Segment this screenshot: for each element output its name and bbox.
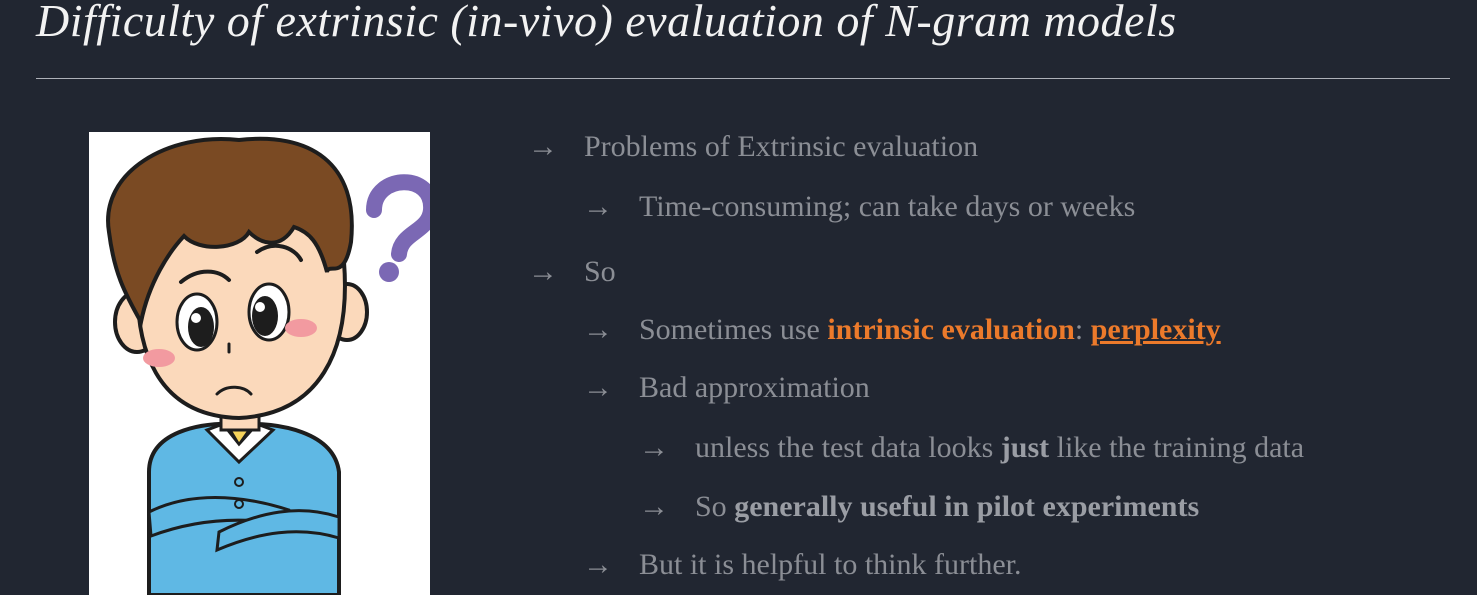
intrinsic-evaluation-highlight: intrinsic evaluation	[827, 313, 1075, 346]
bullet-intrinsic: → Sometimes use intrinsic evaluation: per…	[583, 313, 1221, 346]
arrow-icon: →	[528, 255, 558, 288]
arrow-icon: →	[583, 548, 613, 581]
slide-title: Difficulty of extrinsic (in-vivo) evalua…	[36, 0, 1177, 46]
bullet-so: → So	[528, 255, 616, 288]
arrow-icon: →	[639, 490, 669, 523]
arrow-icon: →	[583, 371, 613, 404]
arrow-icon: →	[639, 431, 669, 464]
bullet-helpful: → But it is helpful to think further.	[583, 548, 1022, 581]
confused-boy-illustration	[89, 132, 430, 595]
perplexity-link[interactable]: perplexity	[1090, 313, 1221, 346]
bullet-problems: → Problems of Extrinsic evaluation	[528, 130, 979, 163]
bullet-pilot: → So generally useful in pilot experiment…	[639, 490, 1200, 523]
bullet-unless: → unless the test data looks just like th…	[639, 431, 1305, 464]
arrow-icon: →	[583, 313, 613, 346]
bullet-bad-approximation: → Bad approximation	[583, 371, 870, 404]
title-divider	[36, 78, 1450, 79]
bullet-time-consuming: → Time-consuming; can take days or weeks	[583, 190, 1136, 223]
arrow-icon: →	[528, 130, 558, 163]
arrow-icon: →	[583, 190, 613, 223]
